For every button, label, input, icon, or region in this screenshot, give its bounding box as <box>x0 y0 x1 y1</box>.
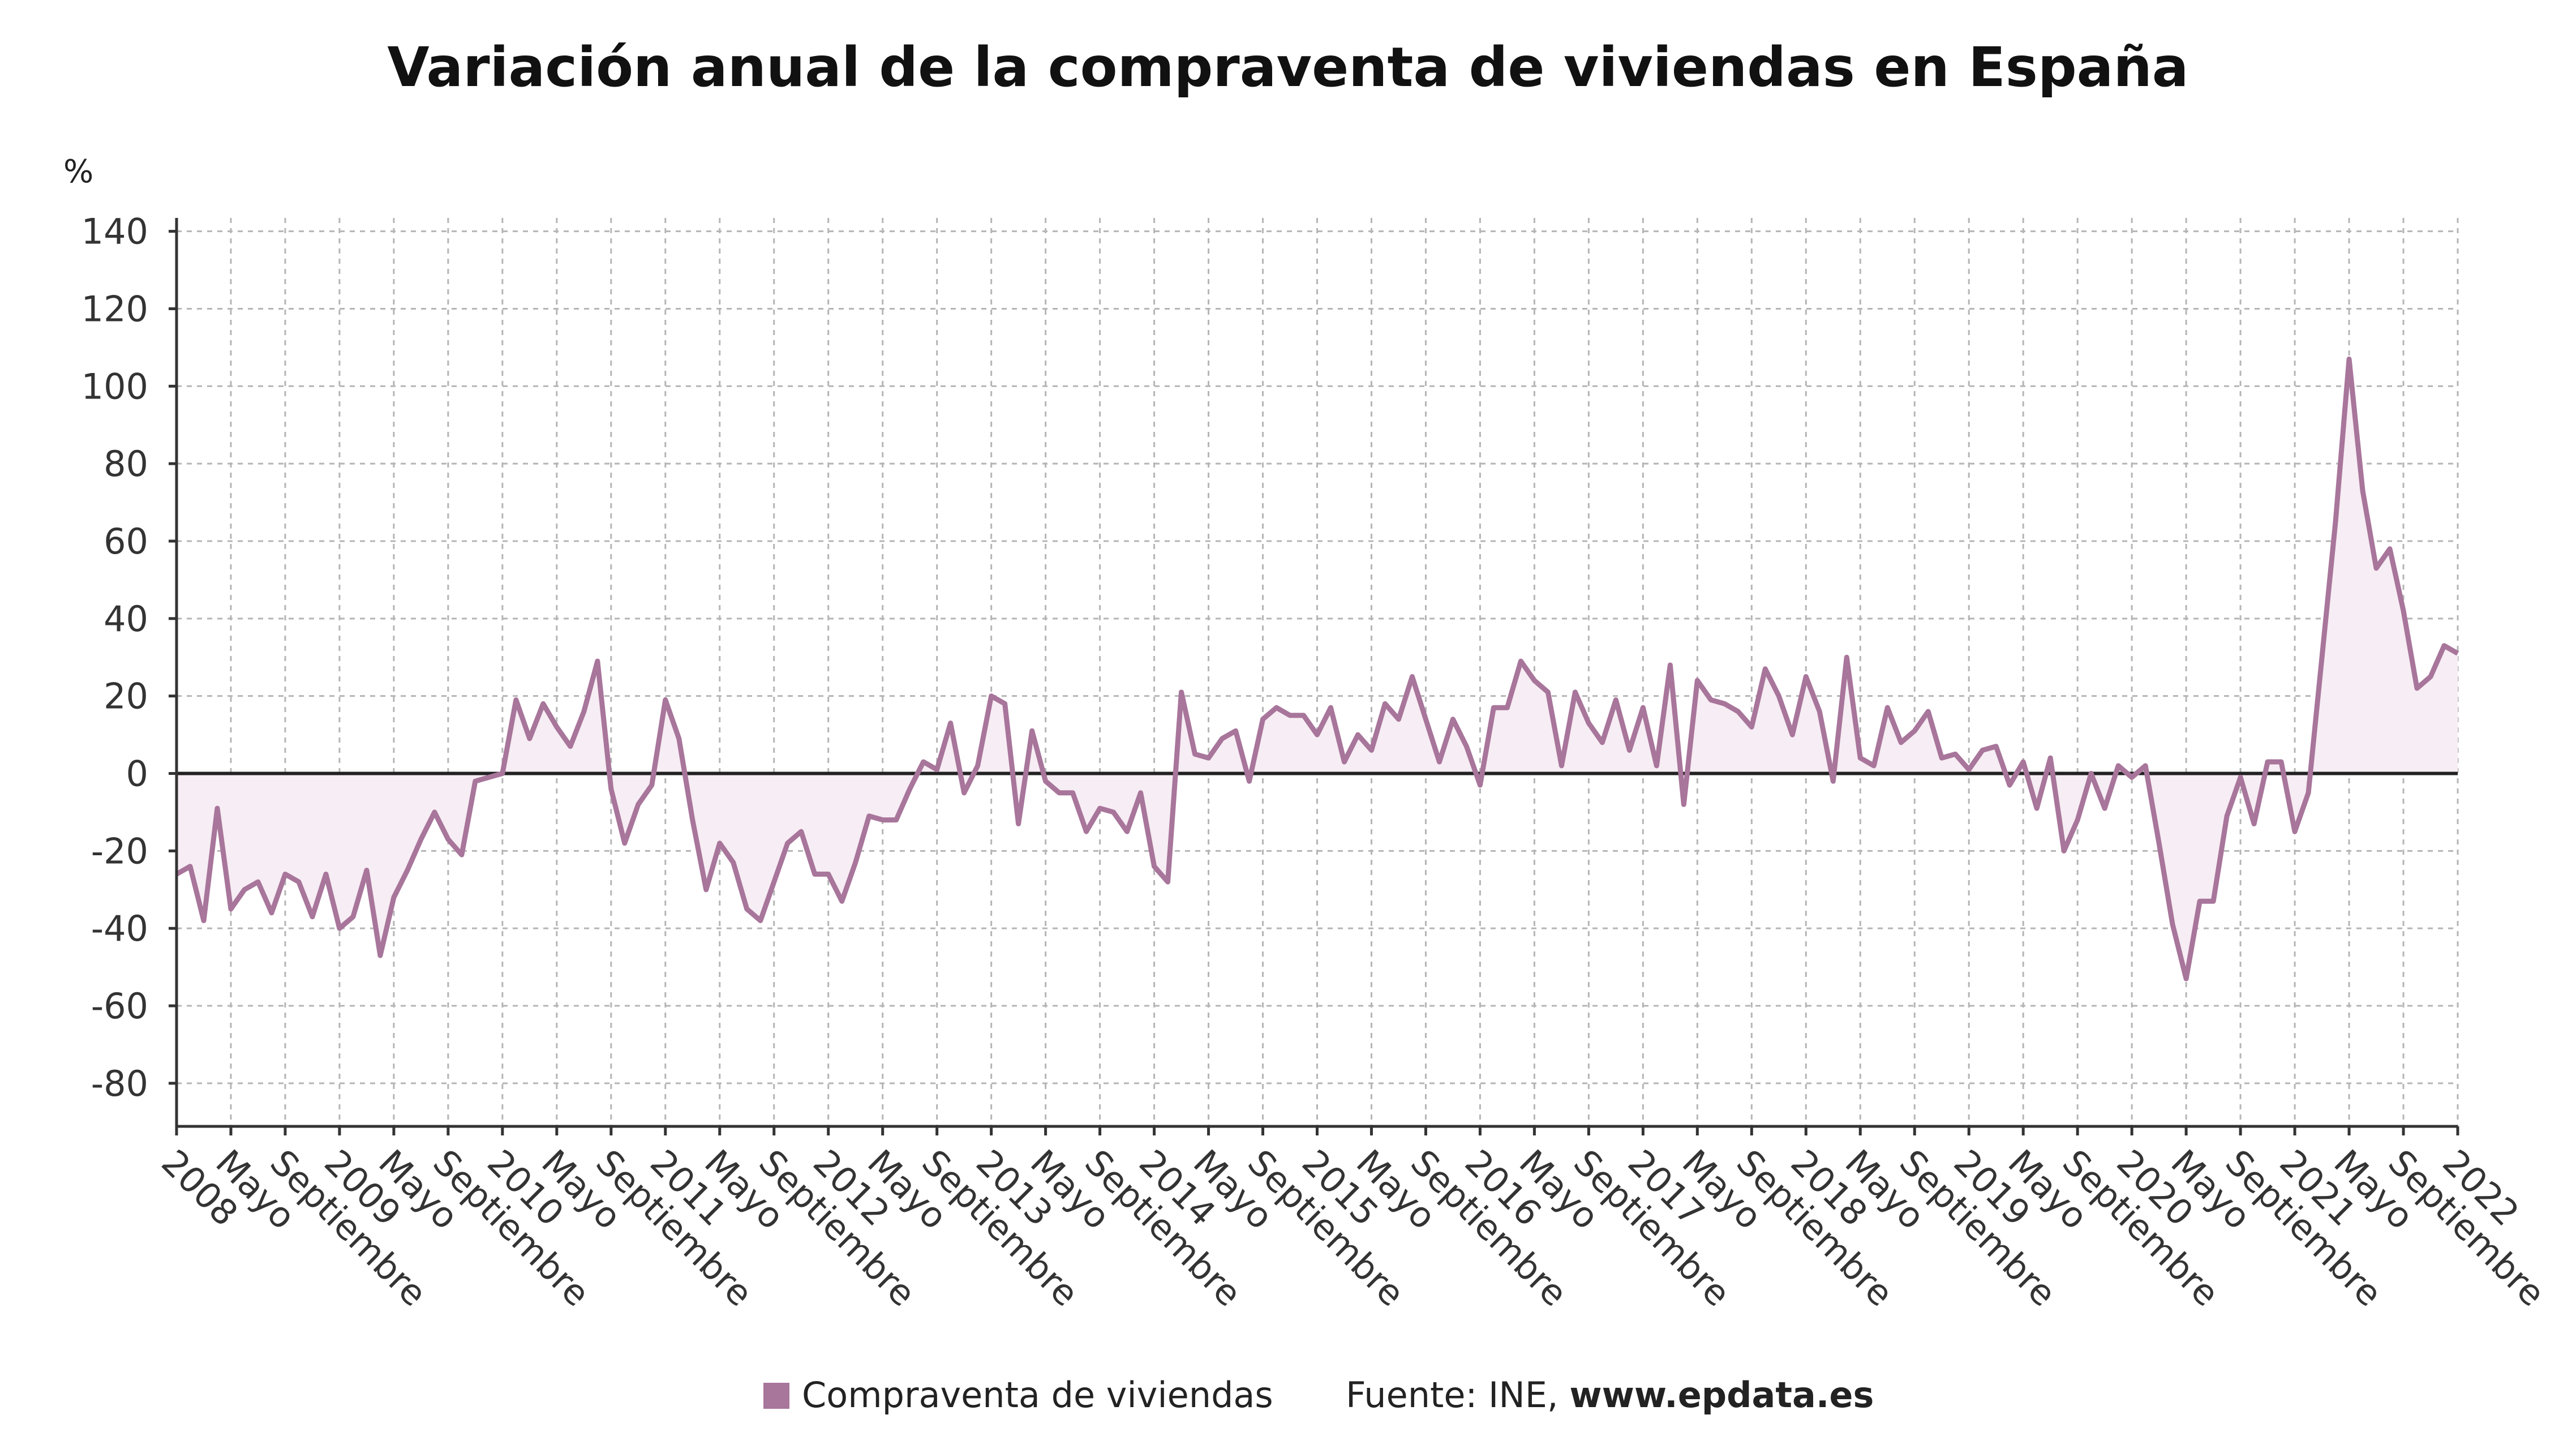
y-tick-label: 120 <box>81 288 148 329</box>
y-tick-label: 20 <box>104 676 148 717</box>
x-axis-tick-labels: 2008MayoSeptiembre2009MayoSeptiembre2010… <box>153 1142 2553 1314</box>
chart-title: Variación anual de la compraventa de viv… <box>387 36 2188 99</box>
y-tick-label: -40 <box>91 908 148 949</box>
y-tick-label: -80 <box>91 1063 148 1104</box>
y-tick-label: 60 <box>104 521 148 562</box>
plot-area <box>169 218 2459 1135</box>
series-area <box>177 359 2458 979</box>
legend-label: Compraventa de viviendas <box>802 1374 1273 1416</box>
grid <box>175 218 2459 1126</box>
source-url: www.epdata.es <box>1569 1374 1874 1416</box>
y-tick-label: -20 <box>91 830 148 872</box>
y-tick-label: 80 <box>104 443 148 485</box>
y-tick-label: 0 <box>126 753 148 795</box>
legend-swatch <box>763 1383 789 1409</box>
axes <box>169 218 2459 1135</box>
y-axis-tick-labels: 140 120 100 80 60 40 20 0 -20 -40 -60 -80 <box>81 211 148 1104</box>
series-line-compraventa <box>175 356 2459 981</box>
y-tick-label: 140 <box>81 211 148 252</box>
source-label: Fuente: INE, <box>1346 1374 1569 1416</box>
source-note: Fuente: INE, www.epdata.es <box>1346 1374 1874 1416</box>
y-tick-label: 100 <box>81 366 148 407</box>
y-tick-label: 40 <box>104 598 148 640</box>
y-axis-unit-label: % <box>63 153 93 190</box>
legend: Compraventa de viviendas <box>763 1374 1273 1416</box>
y-tick-label: -60 <box>91 985 148 1027</box>
